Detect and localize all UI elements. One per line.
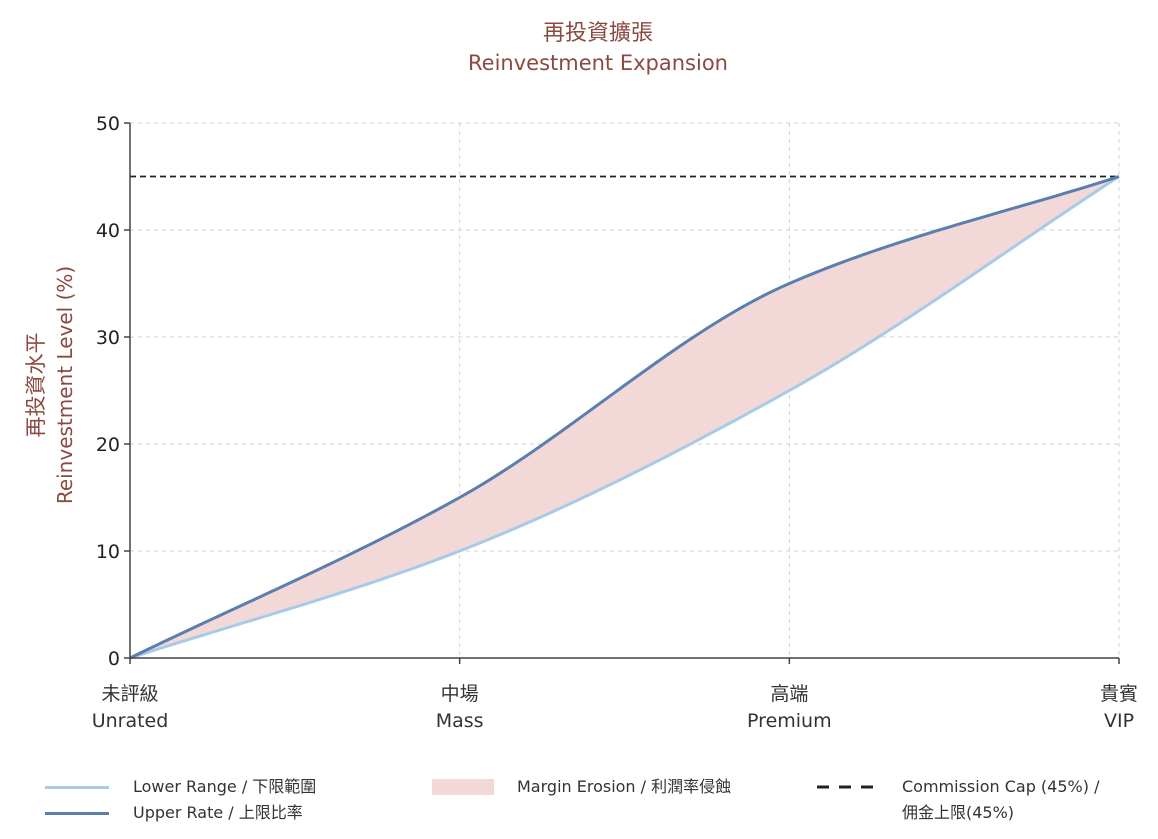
legend-item-band: Margin Erosion / 利潤率侵蝕	[432, 774, 731, 800]
x-category-label-zh: 中場	[441, 683, 479, 705]
y-axis-label-en: Reinvestment Level (%)	[53, 266, 77, 504]
legend-item-cap: Commission Cap (45%) / 佣金上限(45%)	[817, 774, 1099, 826]
legend-label-band: Margin Erosion / 利潤率侵蝕	[517, 777, 732, 796]
y-axis-label-zh: 再投資水平	[24, 333, 48, 438]
chart-canvas: 再投資擴張 Reinvestment Expansion 0 10 20 30 40 50…	[24, 21, 1138, 732]
legend-swatch-band	[432, 779, 494, 795]
margin-erosion-band	[130, 176, 1119, 658]
y-tick-label: 20	[96, 434, 120, 456]
legend-swatch-cap	[817, 785, 881, 789]
axes	[124, 122, 1120, 664]
chart-subtitle: Reinvestment Expansion	[468, 51, 728, 75]
x-category-label-en: Premium	[747, 710, 832, 732]
y-tick-label: 10	[96, 541, 120, 563]
y-tick-label: 30	[96, 327, 120, 349]
y-tick-label: 0	[108, 648, 120, 670]
x-category-label-en: Unrated	[92, 710, 169, 732]
upper-rate-line	[129, 175, 1120, 660]
x-category-label-zh: 未評級	[101, 683, 158, 705]
y-tick-label: 40	[96, 220, 120, 242]
lower-range-line	[129, 175, 1120, 660]
y-tick-labels: 0 10 20 30 40 50	[96, 113, 120, 670]
y-tick-label: 50	[96, 113, 120, 135]
legend-label-cap-line2: 佣金上限(45%)	[902, 803, 1015, 822]
legend-swatch-lower	[45, 785, 109, 789]
x-category-label-en: VIP	[1104, 710, 1134, 732]
legend-label-upper: Upper Rate / 上限比率	[133, 803, 303, 822]
chart-title: 再投資擴張	[543, 21, 653, 46]
legend-label-cap-line1: Commission Cap (45%) /	[902, 777, 1100, 796]
legend-swatch-upper	[45, 811, 109, 815]
legend-item-lower: Lower Range / 下限範圍	[45, 774, 316, 800]
x-category-label-zh: 貴賓	[1100, 683, 1138, 705]
legend-item-upper: Upper Rate / 上限比率	[45, 800, 303, 826]
legend: Lower Range / 下限範圍 Upper Rate / 上限比率 Mar…	[0, 770, 1158, 839]
x-category-label-en: Mass	[436, 710, 484, 732]
x-category-label-zh: 高端	[770, 683, 808, 705]
x-category-labels: 未評級 Unrated 中場 Mass 高端 Premium 貴賓 VIP	[92, 683, 1138, 732]
legend-label-lower: Lower Range / 下限範圍	[133, 777, 317, 796]
